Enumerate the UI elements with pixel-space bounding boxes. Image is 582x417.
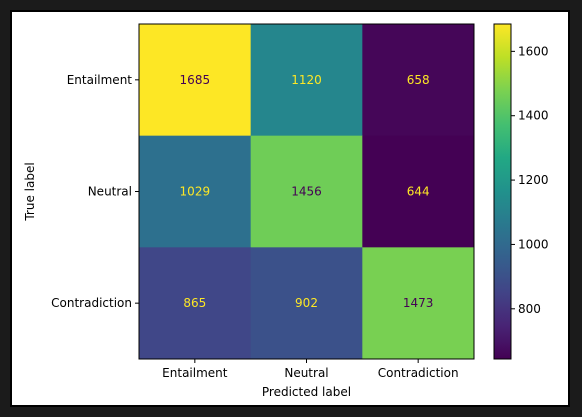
heatmap-cell xyxy=(250,247,363,360)
cell-value-label: 1120 xyxy=(291,73,322,87)
colorbar-ticks: 800 1000 1200 1400 1600 xyxy=(511,44,549,316)
y-tick-label: Neutral xyxy=(88,185,132,199)
heatmap-cell xyxy=(362,135,475,248)
heatmap-cell xyxy=(139,247,252,360)
cell-value-label: 1473 xyxy=(403,296,434,310)
colorbar-tick-label: 1400 xyxy=(518,109,549,123)
heatmap-cell xyxy=(139,135,252,248)
x-axis-label: Predicted label xyxy=(262,385,351,399)
cell-value-label: 658 xyxy=(407,73,430,87)
y-tick-label: Entailment xyxy=(67,73,133,87)
heatmap-cell xyxy=(250,135,363,248)
colorbar-tick-label: 1200 xyxy=(518,173,549,187)
figure-frame: 1685 1120 658 1029 1456 644 865 902 1473 Entailm… xyxy=(10,10,570,407)
y-axis-ticks: Entailment Neutral Contradiction xyxy=(51,73,139,310)
colorbar xyxy=(493,23,512,360)
y-axis-label: True label xyxy=(23,162,37,221)
y-tick-label: Contradiction xyxy=(51,296,132,310)
colorbar-tick-label: 1600 xyxy=(518,44,549,58)
x-tick-label: Neutral xyxy=(284,366,328,380)
colorbar-tick-label: 1000 xyxy=(518,237,549,251)
x-tick-label: Entailment xyxy=(162,366,228,380)
heatmap-cell xyxy=(362,24,475,137)
cell-value-label: 1685 xyxy=(180,73,211,87)
x-tick-label: Contradiction xyxy=(378,366,459,380)
colorbar-tick-label: 800 xyxy=(518,302,541,316)
cell-value-label: 644 xyxy=(407,185,430,199)
heatmap-cell xyxy=(250,24,363,137)
cell-value-label: 1456 xyxy=(291,185,322,199)
cell-value-label: 902 xyxy=(295,296,318,310)
cell-value-label: 1029 xyxy=(180,185,211,199)
confusion-matrix-chart: 1685 1120 658 1029 1456 644 865 902 1473 Entailm… xyxy=(23,23,549,399)
heatmap-cell xyxy=(139,24,252,137)
heatmap-cells xyxy=(139,24,475,360)
heatmap-cell xyxy=(362,247,475,360)
cell-value-label: 865 xyxy=(183,296,206,310)
x-axis-ticks: Entailment Neutral Contradiction xyxy=(162,359,459,380)
heatmap-cell-labels: 1685 1120 658 1029 1456 644 865 902 1473 xyxy=(180,73,434,310)
